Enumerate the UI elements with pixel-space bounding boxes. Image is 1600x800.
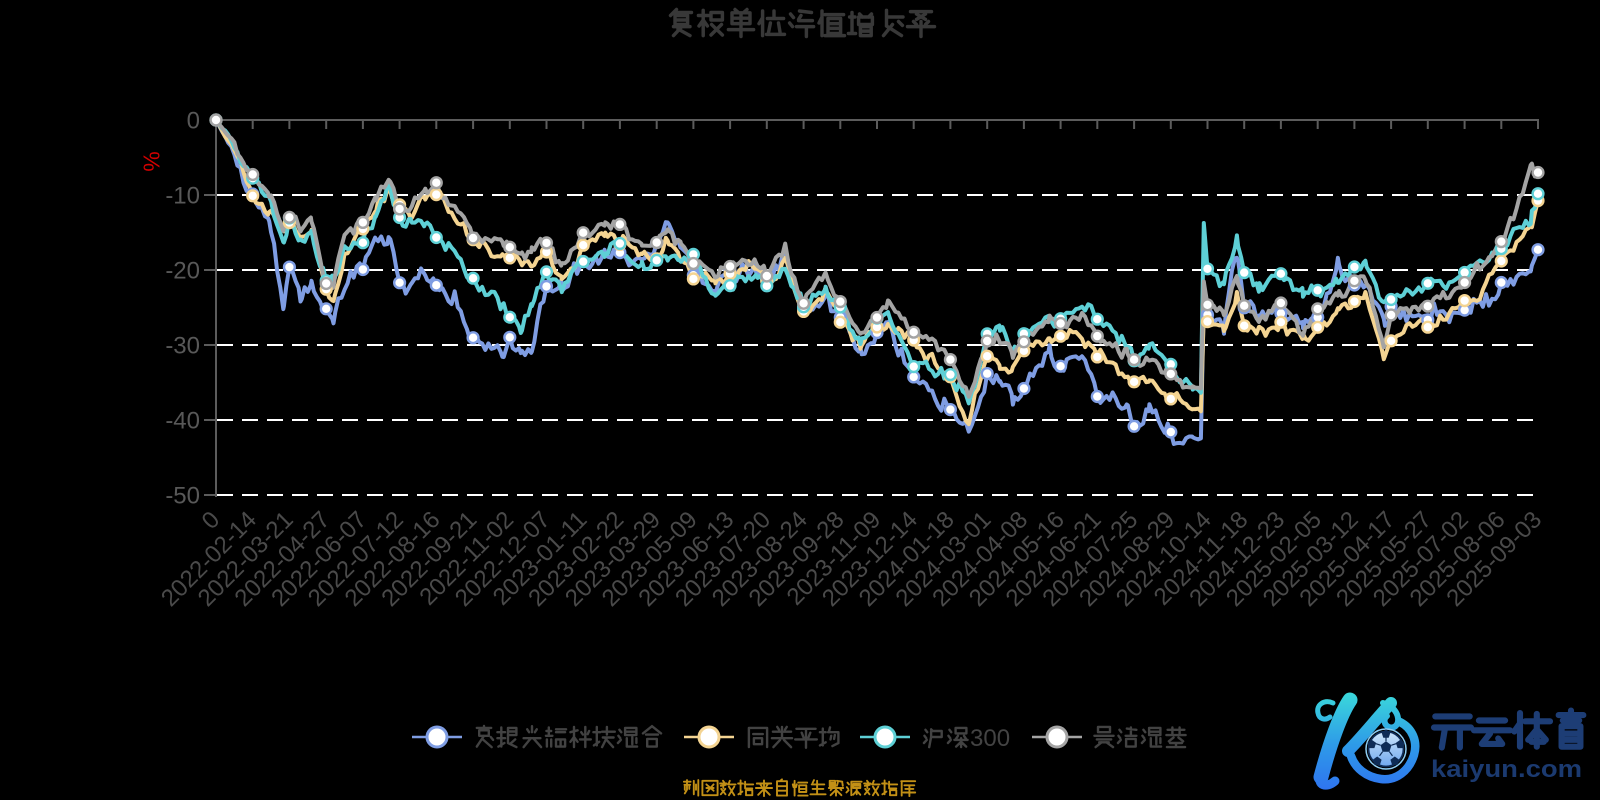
svg-text:-10: -10 (165, 183, 200, 210)
svg-text:-50: -50 (165, 483, 200, 510)
svg-text:-30: -30 (165, 333, 200, 360)
svg-text:0: 0 (187, 108, 200, 135)
svg-text:kaiyun.com: kaiyun.com (1431, 756, 1582, 783)
svg-text:-20: -20 (165, 258, 200, 285)
svg-text:300: 300 (970, 725, 1010, 752)
svg-text:-40: -40 (165, 408, 200, 435)
svg-text:%: % (139, 151, 165, 171)
